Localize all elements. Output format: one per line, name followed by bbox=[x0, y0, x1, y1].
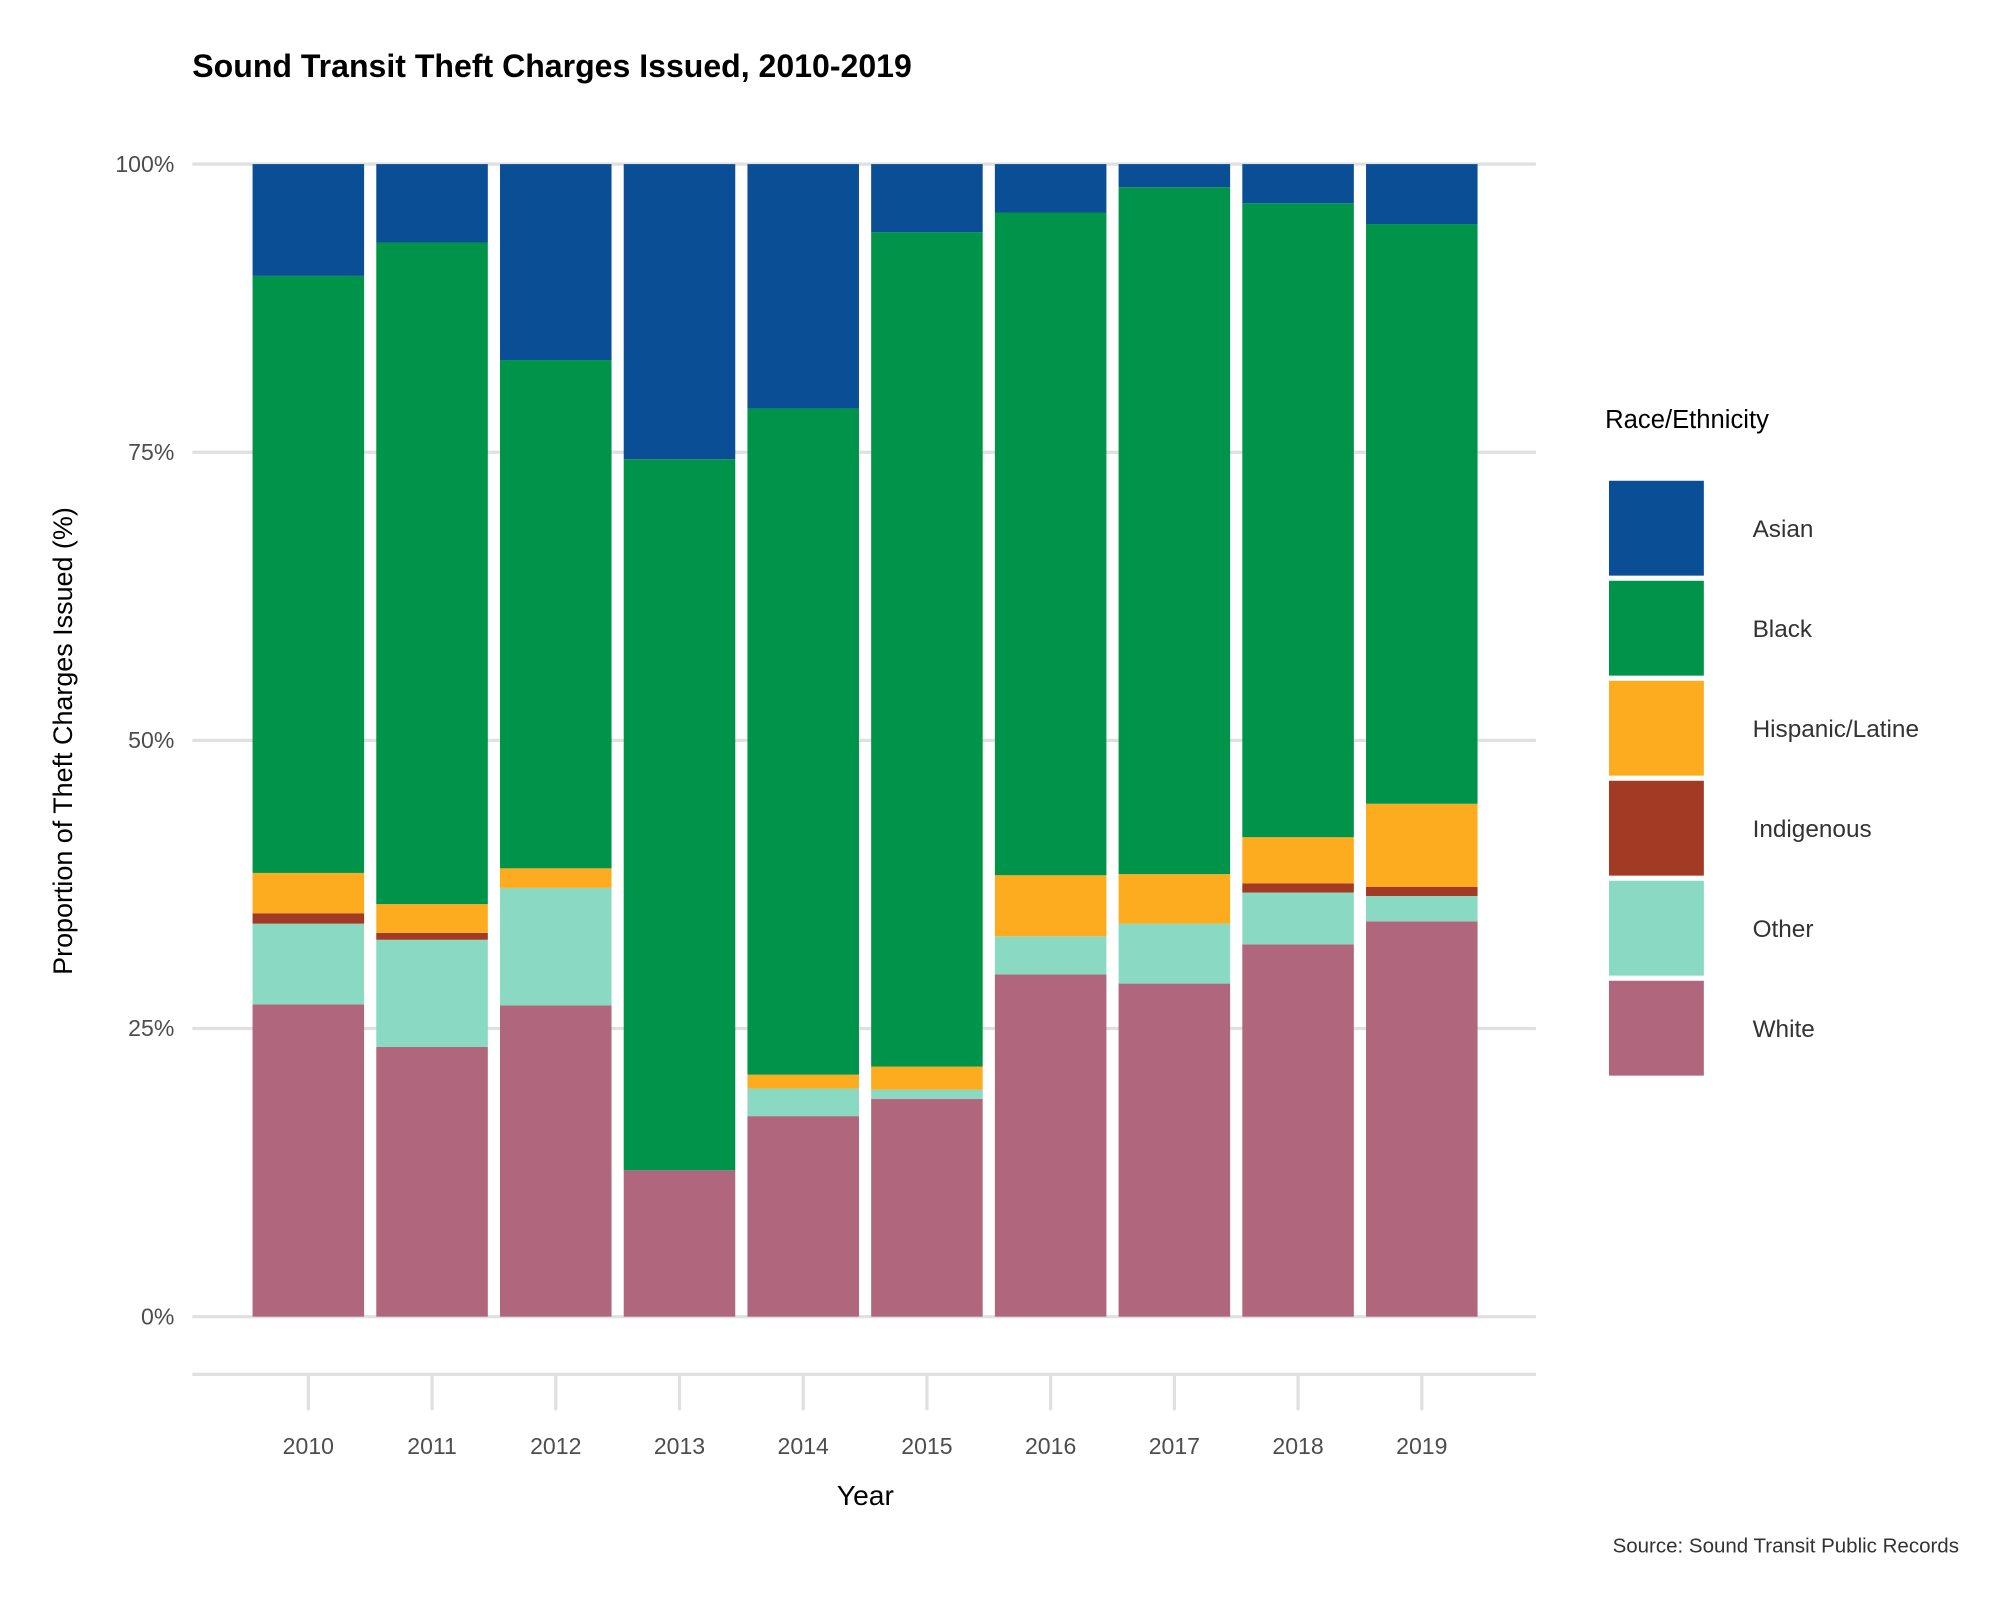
y-tick-label: 0% bbox=[141, 1303, 174, 1329]
bar-black-2014 bbox=[747, 408, 859, 1075]
y-tick-label: 25% bbox=[128, 1015, 174, 1041]
y-tick-label: 100% bbox=[115, 151, 174, 177]
legend-title: Race/Ethnicity bbox=[1605, 406, 1769, 434]
x-tick-label: 2015 bbox=[901, 1433, 952, 1459]
bar-white-2019 bbox=[1366, 921, 1478, 1317]
legend-label: Asian bbox=[1753, 516, 1814, 543]
legend-label: Black bbox=[1753, 616, 1813, 643]
bar-black-2018 bbox=[1242, 203, 1354, 838]
chart-title: Sound Transit Theft Charges Issued, 2010… bbox=[192, 48, 912, 84]
bar-black-2016 bbox=[994, 212, 1107, 876]
bar-white-2014 bbox=[747, 1116, 859, 1317]
bar-indigenous-2018 bbox=[1242, 883, 1354, 893]
legend-swatch bbox=[1608, 580, 1704, 676]
bar-other-2010 bbox=[252, 923, 365, 1005]
bar-white-2013 bbox=[623, 1170, 736, 1317]
bar-indigenous-2019 bbox=[1366, 886, 1478, 896]
x-axis-label: Year bbox=[837, 1479, 894, 1511]
x-tick-label: 2013 bbox=[654, 1433, 705, 1459]
bar-asian-2016 bbox=[994, 164, 1107, 213]
x-tick-label: 2018 bbox=[1272, 1433, 1323, 1459]
x-tick-label: 2019 bbox=[1396, 1433, 1447, 1459]
x-tick-label: 2016 bbox=[1025, 1433, 1076, 1459]
bar-black-2013 bbox=[623, 459, 736, 1171]
bar-hispanic-latine-2015 bbox=[871, 1066, 983, 1090]
bar-black-2019 bbox=[1366, 224, 1478, 804]
bar-asian-2013 bbox=[623, 164, 736, 460]
bar-hispanic-latine-2019 bbox=[1366, 803, 1478, 887]
bar-black-2017 bbox=[1118, 187, 1231, 875]
bar-white-2018 bbox=[1242, 944, 1354, 1317]
legend-label: Indigenous bbox=[1753, 816, 1872, 843]
bar-hispanic-latine-2010 bbox=[252, 872, 365, 914]
bar-hispanic-latine-2014 bbox=[747, 1074, 859, 1089]
y-tick-label: 75% bbox=[128, 439, 174, 465]
legend-label: White bbox=[1753, 1016, 1815, 1043]
bar-other-2016 bbox=[994, 936, 1107, 975]
bar-asian-2011 bbox=[376, 164, 488, 243]
bar-white-2011 bbox=[376, 1046, 488, 1317]
bar-black-2010 bbox=[252, 275, 365, 873]
bar-white-2017 bbox=[1118, 983, 1231, 1317]
bar-hispanic-latine-2011 bbox=[376, 904, 488, 933]
bar-asian-2015 bbox=[871, 164, 983, 233]
bar-indigenous-2010 bbox=[252, 913, 365, 924]
legend-swatch bbox=[1608, 980, 1704, 1076]
legend-swatch bbox=[1608, 880, 1704, 976]
bar-hispanic-latine-2018 bbox=[1242, 837, 1354, 884]
bar-indigenous-2011 bbox=[376, 932, 488, 940]
x-tick-label: 2010 bbox=[283, 1433, 334, 1459]
bar-other-2015 bbox=[871, 1089, 983, 1099]
bar-asian-2012 bbox=[500, 164, 612, 361]
y-axis-label: Proportion of Theft Charges Issued (%) bbox=[48, 507, 78, 975]
bar-other-2012 bbox=[500, 887, 612, 1006]
bar-hispanic-latine-2012 bbox=[500, 868, 612, 888]
legend-swatch bbox=[1608, 780, 1704, 876]
bar-hispanic-latine-2017 bbox=[1118, 874, 1231, 924]
x-tick-label: 2012 bbox=[530, 1433, 581, 1459]
bar-white-2016 bbox=[994, 974, 1107, 1317]
y-tick-label: 50% bbox=[128, 727, 174, 753]
bar-other-2014 bbox=[747, 1088, 859, 1117]
bar-asian-2017 bbox=[1118, 164, 1231, 188]
bar-asian-2019 bbox=[1366, 164, 1478, 225]
bar-white-2015 bbox=[871, 1098, 983, 1317]
bar-white-2012 bbox=[500, 1005, 612, 1317]
bar-white-2010 bbox=[252, 1004, 365, 1317]
caption: Source: Sound Transit Public Records bbox=[1613, 1535, 1959, 1558]
bar-black-2012 bbox=[500, 360, 612, 869]
bar-other-2019 bbox=[1366, 895, 1478, 922]
x-tick-label: 2017 bbox=[1149, 1433, 1200, 1459]
bar-asian-2018 bbox=[1242, 164, 1354, 204]
bar-other-2018 bbox=[1242, 892, 1354, 945]
bar-other-2011 bbox=[376, 939, 488, 1047]
x-tick-label: 2011 bbox=[407, 1433, 457, 1459]
bar-asian-2014 bbox=[747, 164, 859, 409]
legend-swatch bbox=[1608, 680, 1704, 776]
legend-label: Other bbox=[1753, 916, 1814, 943]
x-tick-label: 2014 bbox=[778, 1433, 829, 1459]
legend-swatch bbox=[1608, 480, 1704, 576]
bar-black-2015 bbox=[871, 232, 983, 1067]
legend-label: Hispanic/Latine bbox=[1753, 716, 1919, 743]
bar-black-2011 bbox=[376, 242, 488, 905]
bar-hispanic-latine-2016 bbox=[994, 875, 1107, 937]
bar-other-2017 bbox=[1118, 923, 1231, 984]
bar-asian-2010 bbox=[252, 164, 365, 276]
